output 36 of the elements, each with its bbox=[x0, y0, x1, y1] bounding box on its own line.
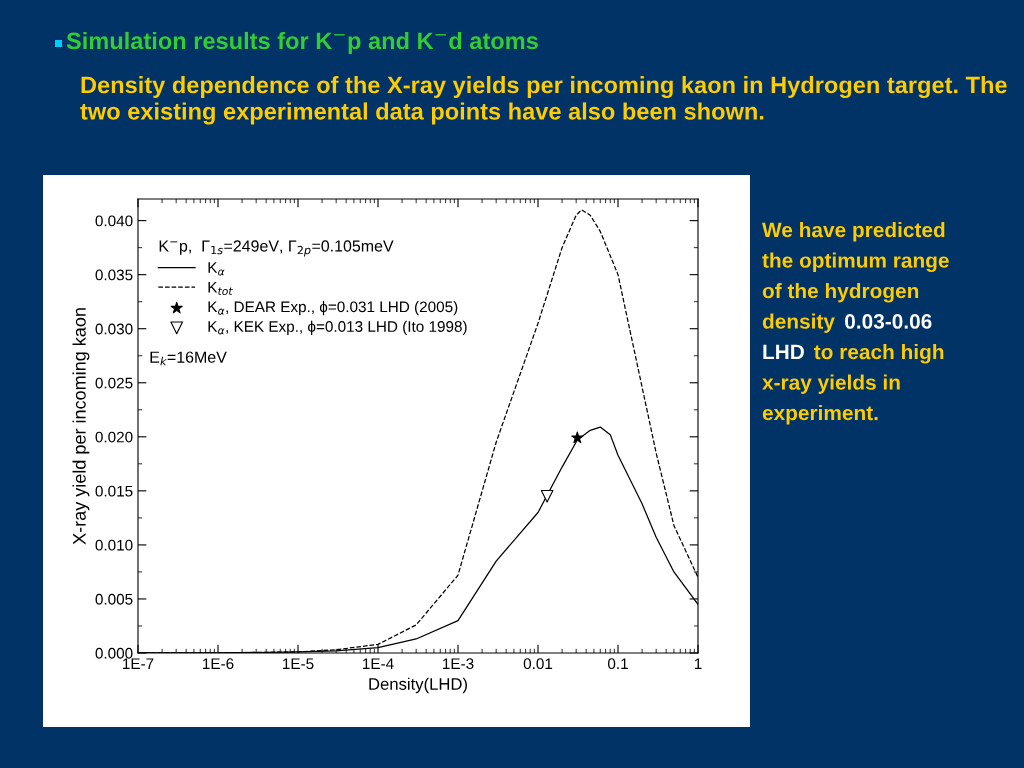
legend-label: K$_{α}$, DEAR Exp., ϕ=0.031 LHD (2005) bbox=[208, 301, 458, 316]
x-tick-label: 1 bbox=[694, 658, 702, 669]
y-axis-title: X-ray yield per incoming kaon bbox=[72, 308, 90, 545]
annotation: E$_{k}$=16MeV bbox=[150, 351, 227, 366]
legend-label: K$_{α}$, KEK Exp., ϕ=0.013 LHD (Ito 1998) bbox=[208, 320, 467, 335]
text: density bbox=[762, 313, 835, 333]
x-axis-title: Density(LHD) bbox=[369, 677, 467, 694]
legend-title: K$^{−}$p, Γ$_{1s}$=249eV, Γ$_{2p}$=0.105meV bbox=[159, 240, 394, 257]
x-tick-label: 0.01 bbox=[523, 658, 553, 670]
text: 0.03-0.06 bbox=[845, 314, 932, 329]
x-tick-label: 1E-7 bbox=[123, 658, 154, 669]
y-tick-label: 0.000 bbox=[95, 647, 133, 659]
text: We have predicted bbox=[762, 222, 945, 242]
chart-title: Simulation results for K$^{−}$p and K$^{−}$d atoms bbox=[66, 31, 538, 54]
y-tick-label: 0.040 bbox=[95, 215, 133, 227]
y-tick-label: 0.015 bbox=[95, 485, 133, 497]
x-tick-label: 0.1 bbox=[607, 658, 628, 670]
x-tick-label: 1E-6 bbox=[203, 658, 234, 670]
text: experiment. bbox=[762, 405, 878, 425]
text: of the hydrogen bbox=[762, 283, 919, 303]
legend-label: K$_{α}$ bbox=[208, 262, 225, 276]
x-tick-label: 1E-4 bbox=[363, 658, 394, 669]
x-tick-label: 1E-5 bbox=[283, 658, 314, 670]
y-tick-label: 0.020 bbox=[95, 431, 133, 443]
text: x-ray yields in bbox=[762, 374, 900, 394]
text: the optimum range bbox=[762, 252, 949, 273]
y-tick-label: 0.010 bbox=[95, 539, 133, 551]
text: LHD bbox=[763, 344, 804, 360]
y-tick-label: 0.035 bbox=[95, 269, 133, 281]
y-tick-label: 0.025 bbox=[95, 377, 133, 389]
x-tick-label: 1E-3 bbox=[443, 658, 474, 670]
legend-label: K$_{tot}$ bbox=[208, 281, 233, 296]
y-tick-label: 0.030 bbox=[95, 323, 133, 335]
chart-subtitle: Density dependence of the X-ray yields per incoming kaon in Hydrogen target. The two existing experimental data points have also been shown. bbox=[80, 76, 1007, 125]
y-tick-label: 0.005 bbox=[95, 593, 133, 605]
text: to reach high bbox=[814, 344, 944, 364]
